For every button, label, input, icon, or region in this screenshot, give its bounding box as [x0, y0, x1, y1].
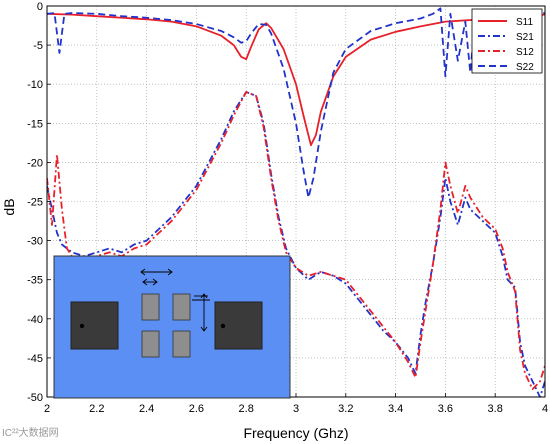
inset-resonator-3: [141, 330, 160, 358]
x-tick-label: 3.6: [438, 403, 453, 415]
legend-label-s12: S12: [516, 47, 534, 58]
series-line-s11: [47, 12, 545, 147]
y-tick-label: -40: [27, 314, 43, 326]
y-tick-label: -25: [27, 197, 43, 209]
x-tick-label: 2.4: [139, 403, 154, 415]
series-line-s21: [47, 91, 545, 397]
inset-left-feed-point: [79, 323, 85, 329]
dimension-arrow-horizontal-icon: [140, 268, 173, 286]
inset-right-feed-point: [220, 323, 226, 329]
x-tick-label: 3.2: [338, 403, 353, 415]
x-tick-label: 3: [293, 403, 299, 415]
inset-resonator-4: [172, 330, 191, 358]
inset-left-pad: [70, 301, 119, 350]
y-tick-label: -50: [27, 392, 43, 404]
y-tick-label: -15: [27, 118, 43, 130]
y-tick-label: -30: [27, 236, 43, 248]
x-tick-label: 2.2: [89, 403, 104, 415]
y-tick-label: -20: [27, 157, 43, 169]
legend-label-s22: S22: [516, 62, 534, 73]
legend-label-s11: S11: [516, 17, 533, 28]
inset-resonator-2: [172, 293, 191, 321]
y-tick-label: -5: [33, 40, 43, 52]
y-tick-label: -35: [27, 275, 43, 287]
x-tick-label: 3.8: [488, 403, 503, 415]
y-axis-label: dB: [1, 198, 17, 215]
legend-label-s21: S21: [516, 32, 534, 43]
dimension-arrow-vertical-icon: [192, 293, 210, 332]
x-tick-label: 3.4: [388, 403, 403, 415]
inset-resonator-1: [141, 293, 160, 321]
y-tick-label: -45: [27, 353, 43, 365]
y-tick-label: -10: [27, 79, 43, 91]
x-axis-label: Frequency (Ghz): [243, 425, 348, 441]
inset-schematic: [53, 255, 291, 399]
legend-box: [471, 8, 543, 74]
y-tick-label: 0: [37, 1, 43, 13]
x-tick-label: 2.8: [239, 403, 254, 415]
x-tick-label: 2.6: [189, 403, 204, 415]
watermark: IC²²大数据网: [2, 426, 59, 439]
x-tick-label: 4: [542, 403, 548, 415]
legend: S11 S21 S12 S22: [471, 8, 543, 74]
x-tick-label: 2: [44, 403, 50, 415]
series-line-s22: [47, 7, 545, 199]
